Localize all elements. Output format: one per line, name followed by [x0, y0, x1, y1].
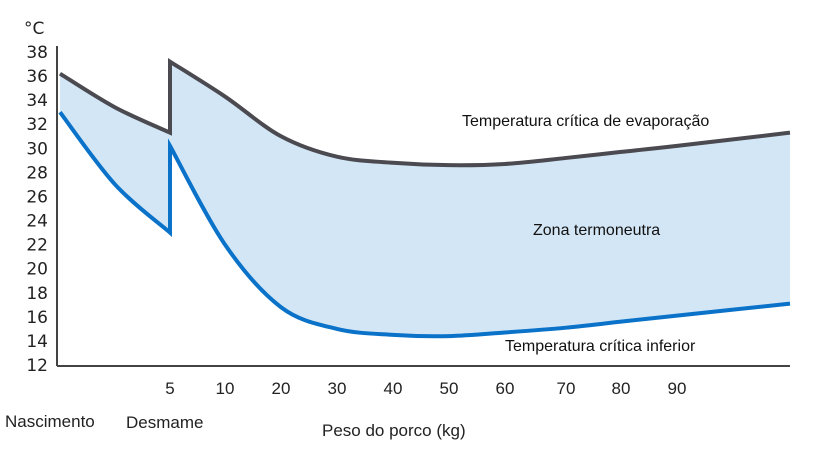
x-tick-label: 80 — [612, 379, 631, 398]
y-tick-label: 28 — [26, 163, 48, 183]
lower-series-label: Temperatura crítica inferior — [505, 338, 696, 355]
y-tick-label: 36 — [26, 67, 48, 87]
y-tick-label: 24 — [26, 212, 48, 232]
y-tick-label: 14 — [26, 332, 48, 352]
upper-critical-temperature-line — [58, 57, 791, 168]
y-tick-label: 34 — [26, 91, 48, 111]
lower-critical-temperature-line — [58, 110, 791, 339]
x-axis-label: Peso do porco (kg) — [322, 421, 466, 440]
x-tick-label: 30 — [328, 379, 347, 398]
y-tick-label: 12 — [26, 356, 48, 376]
x-tick-label: 60 — [496, 379, 515, 398]
x-tick-label: 40 — [384, 379, 403, 398]
y-tick-label: 16 — [26, 308, 48, 328]
band-label: Zona termoneutra — [533, 222, 660, 239]
x-tick-label: 50 — [440, 379, 459, 398]
y-tick-label: 20 — [26, 260, 48, 280]
y-tick-label: 38 — [26, 43, 48, 63]
y-tick-label: 30 — [26, 139, 48, 159]
y-tick-label: 32 — [26, 115, 48, 135]
y-unit-label: °C — [24, 19, 44, 39]
x-tick-label: 90 — [668, 379, 687, 398]
birth-label: Nascimento — [5, 412, 95, 431]
y-tick-label: 18 — [26, 284, 48, 304]
x-tick-label: 20 — [272, 379, 291, 398]
x-tick-label: 10 — [216, 379, 235, 398]
x-tick-label: 70 — [557, 379, 576, 398]
weaning-label: Desmame — [126, 413, 203, 432]
x-tick-label: 5 — [165, 379, 174, 398]
upper-series-label: Temperatura crítica de evaporação — [462, 113, 709, 130]
y-tick-label: 22 — [26, 236, 48, 256]
y-tick-label: 26 — [26, 187, 48, 207]
